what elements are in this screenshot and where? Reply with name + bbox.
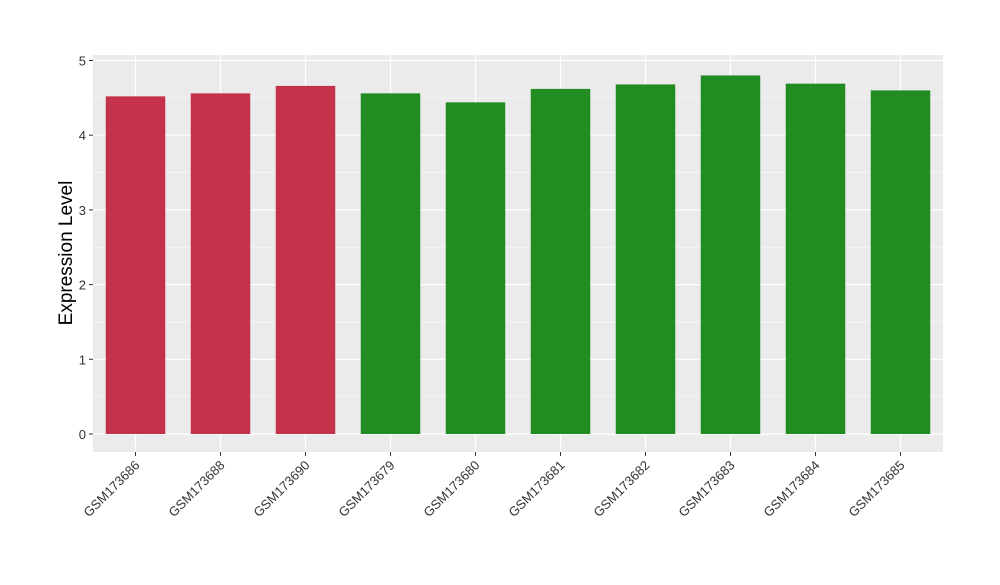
bar-GSM173690	[275, 85, 336, 434]
bar-GSM173679	[360, 93, 421, 435]
bar-GSM173683	[700, 75, 761, 434]
y-tick-label: 4	[79, 128, 86, 143]
x-tick-label: GSM173682	[590, 458, 652, 520]
y-tick-label: 3	[79, 203, 86, 218]
x-tick-label: GSM173688	[165, 458, 227, 520]
x-tick-label: GSM173685	[845, 458, 907, 520]
bar-GSM173688	[190, 93, 251, 435]
y-axis-label: Expression Level	[56, 181, 77, 326]
x-tick-label: GSM173683	[675, 458, 737, 520]
y-tick-label: 2	[79, 278, 86, 293]
y-tick-label: 0	[79, 427, 86, 442]
y-tick-label: 5	[79, 54, 86, 69]
bar-GSM173682	[615, 84, 676, 435]
bar-GSM173685	[870, 90, 931, 434]
x-tick-label: GSM173684	[760, 458, 822, 520]
bar-GSM173681	[530, 88, 591, 435]
x-tick-label: GSM173690	[250, 458, 312, 520]
bar-GSM173680	[445, 102, 506, 434]
x-tick-label: GSM173680	[420, 458, 482, 520]
bar-GSM173686	[105, 96, 166, 434]
x-tick-label: GSM173679	[335, 458, 397, 520]
y-tick-label: 1	[79, 352, 86, 367]
x-tick-label: GSM173681	[505, 458, 567, 520]
x-tick-label: GSM173686	[80, 458, 142, 520]
bar-GSM173684	[785, 83, 846, 435]
